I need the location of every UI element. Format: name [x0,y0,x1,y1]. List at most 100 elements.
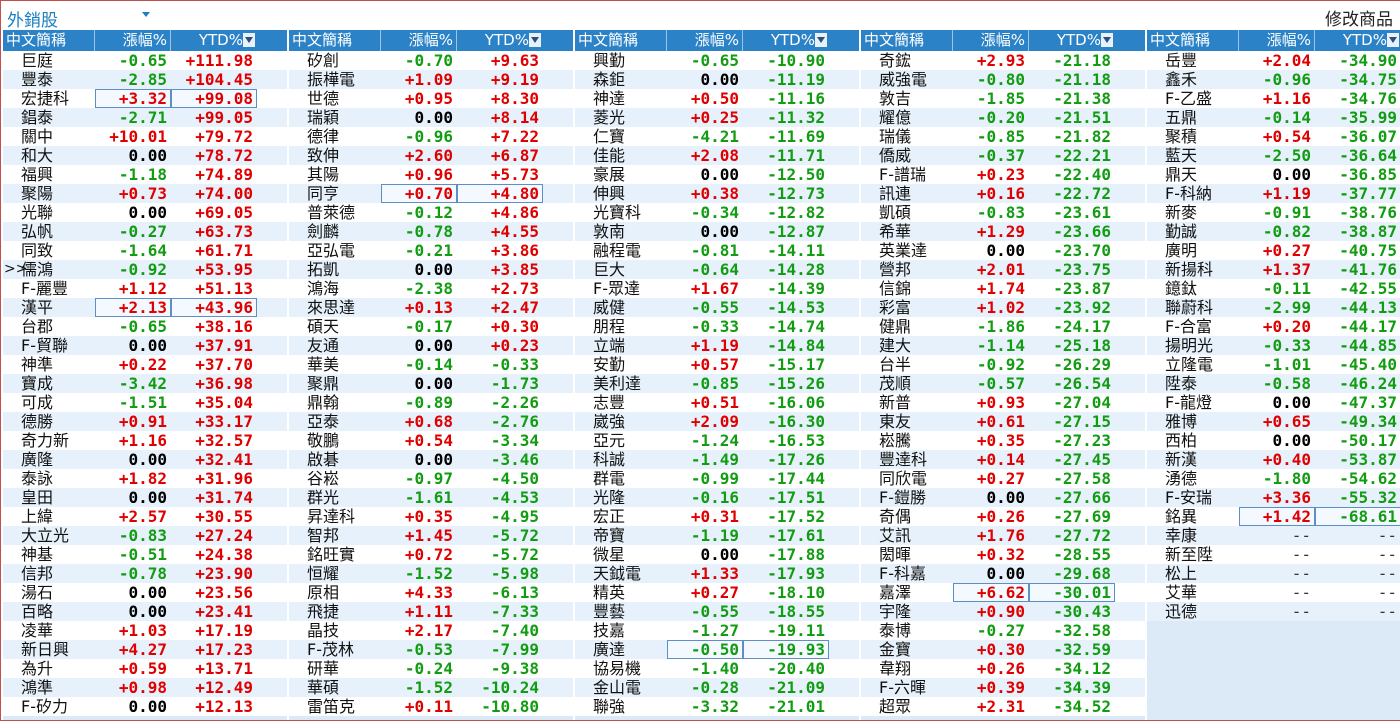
stock-name[interactable]: 陞泰 [1147,374,1239,393]
stock-name[interactable]: 奇偶 [861,507,953,526]
stock-name[interactable]: 神基 [3,545,95,564]
stock-name[interactable]: 鴻海 [289,279,381,298]
stock-name[interactable]: 五鼎 [1147,108,1239,127]
stock-name[interactable]: 敬鵬 [289,431,381,450]
column-header-change[interactable]: 漲幅% [667,30,743,51]
quote-row[interactable]: 立端 +1.19 -14.84 [575,336,859,355]
quote-row[interactable]: 皇田 0.00 +31.74 [3,488,287,507]
quote-row[interactable]: 亞元 -1.24 -16.53 [575,431,859,450]
quote-row[interactable]: 弘帆 -0.27 +63.73 [3,222,287,241]
quote-row[interactable]: 金山電 -0.28 -21.09 [575,678,859,697]
quote-row[interactable]: F-眾達 +1.67 -14.39 [575,279,859,298]
quote-row[interactable]: 鼎翰 -0.89 -2.26 [289,393,573,412]
stock-name[interactable]: 皇田 [3,488,95,507]
stock-name[interactable]: 松上 [1147,564,1239,583]
quote-row[interactable]: 鴻海 -2.38 +2.73 [289,279,573,298]
quote-row[interactable]: 來思達 +0.13 +2.47 [289,298,573,317]
quote-row[interactable]: 美利達 -0.85 -15.26 [575,374,859,393]
stock-name[interactable]: 揚明光 [1147,336,1239,355]
stock-name[interactable]: 研華 [289,659,381,678]
quote-row[interactable]: 豐泰 -2.85 +104.45 [3,70,287,89]
stock-name[interactable]: 伸興 [575,184,667,203]
stock-name[interactable]: 光寶科 [575,203,667,222]
stock-name[interactable]: 新普 [861,393,953,412]
stock-name[interactable]: 敦吉 [861,89,953,108]
stock-name[interactable]: 金寶 [861,640,953,659]
stock-name[interactable]: 聯蔚科 [1147,298,1239,317]
quote-row[interactable]: 鑫禾 -0.96 -34.75 [1147,70,1400,89]
quote-row[interactable]: 雷笛克 +0.11 -10.80 [289,697,573,716]
quote-row[interactable]: 恒耀 -1.52 -5.98 [289,564,573,583]
column-header-change[interactable]: 漲幅% [1239,30,1315,51]
stock-name[interactable]: 藍天 [1147,146,1239,165]
stock-name[interactable]: 湧德 [1147,469,1239,488]
quote-row[interactable]: 關中 +10.01 +79.72 [3,127,287,146]
quote-row[interactable]: 奇力新 +1.16 +32.57 [3,431,287,450]
stock-name[interactable]: 豐達科 [861,450,953,469]
quote-row[interactable]: 豐達科 +0.14 -27.45 [861,450,1145,469]
stock-name[interactable]: 森鉅 [575,70,667,89]
quote-row[interactable]: 崴強 +2.09 -16.30 [575,412,859,431]
quote-row[interactable]: 廣明 +0.27 -40.75 [1147,241,1400,260]
quote-row[interactable]: 群電 -0.99 -17.44 [575,469,859,488]
stock-name[interactable]: 健鼎 [861,317,953,336]
quote-row[interactable]: 崧騰 +0.35 -27.23 [861,431,1145,450]
stock-name[interactable]: 朋程 [575,317,667,336]
quote-row[interactable]: 上緯 +2.57 +30.55 [3,507,287,526]
stock-name[interactable]: 上緯 [3,507,95,526]
stock-name[interactable]: 立端 [575,336,667,355]
stock-name[interactable]: F-茂林 [289,640,381,659]
quote-row[interactable]: 希華 +1.29 -23.66 [861,222,1145,241]
stock-name[interactable]: 信邦 [3,564,95,583]
stock-name[interactable]: 德律 [289,127,381,146]
stock-name[interactable]: 漢平 [3,298,95,317]
quote-row[interactable]: 世德 +0.95 +8.30 [289,89,573,108]
column-header-ytd[interactable]: YTD% [457,30,543,51]
stock-name[interactable]: 巨庭 [3,51,95,70]
quote-row[interactable]: 奇鋐 +2.93 -21.18 [861,51,1145,70]
stock-name[interactable]: 信錦 [861,279,953,298]
quote-row[interactable]: 原相 +4.33 -6.13 [289,583,573,602]
stock-name[interactable]: 光隆 [575,488,667,507]
quote-row[interactable]: 營邦 +2.01 -23.75 [861,260,1145,279]
quote-row[interactable]: 信邦 -0.78 +23.90 [3,564,287,583]
quote-row[interactable]: F-麗豐 +1.12 +51.13 [3,279,287,298]
stock-name[interactable]: 聚積 [1147,127,1239,146]
stock-name[interactable]: 技嘉 [575,621,667,640]
stock-name[interactable]: 華碩 [289,678,381,697]
stock-name[interactable]: 湯石 [3,583,95,602]
quote-row[interactable]: 神基 -0.51 +24.38 [3,545,287,564]
stock-name[interactable]: 致伸 [289,146,381,165]
stock-name[interactable]: 帝寶 [575,526,667,545]
quote-row[interactable]: 可成 -1.51 +35.04 [3,393,287,412]
stock-name[interactable]: 岳豐 [1147,51,1239,70]
quote-row[interactable]: 錩泰 -2.71 +99.05 [3,108,287,127]
stock-name[interactable]: 訊連 [861,184,953,203]
stock-name[interactable]: 台郡 [3,317,95,336]
stock-name[interactable]: 群光 [289,488,381,507]
stock-name[interactable]: 關中 [3,127,95,146]
stock-name[interactable]: 普萊德 [289,203,381,222]
quote-row[interactable]: 耀億 -0.20 -21.51 [861,108,1145,127]
quote-row[interactable]: 光寶科 -0.34 -12.82 [575,203,859,222]
sort-desc-icon[interactable] [529,33,541,47]
stock-name[interactable]: 友通 [289,336,381,355]
stock-name[interactable]: 新至陞 [1147,545,1239,564]
stock-name[interactable]: 晶技 [289,621,381,640]
stock-name[interactable]: 仁寶 [575,127,667,146]
stock-name[interactable]: 新揚科 [1147,260,1239,279]
quote-row[interactable]: 藍天 -2.50 -36.64 [1147,146,1400,165]
quote-row[interactable]: 群光 -1.61 -4.53 [289,488,573,507]
quote-row[interactable]: 興勤 -0.65 -10.90 [575,51,859,70]
stock-name[interactable]: 鼎翰 [289,393,381,412]
quote-row[interactable]: 碩天 -0.17 +0.30 [289,317,573,336]
stock-name[interactable]: 鐿鈦 [1147,279,1239,298]
stock-name[interactable]: 新日興 [3,640,95,659]
stock-name[interactable]: 世德 [289,89,381,108]
stock-name[interactable]: 超眾 [861,697,953,716]
quote-row[interactable]: 寶成 -3.42 +36.98 [3,374,287,393]
quote-row[interactable]: 宏捷科 +3.32 +99.08 [3,89,287,108]
quote-row[interactable]: 廣隆 0.00 +32.41 [3,450,287,469]
quote-row[interactable]: 佳能 +2.08 -11.71 [575,146,859,165]
stock-name[interactable]: 耀億 [861,108,953,127]
